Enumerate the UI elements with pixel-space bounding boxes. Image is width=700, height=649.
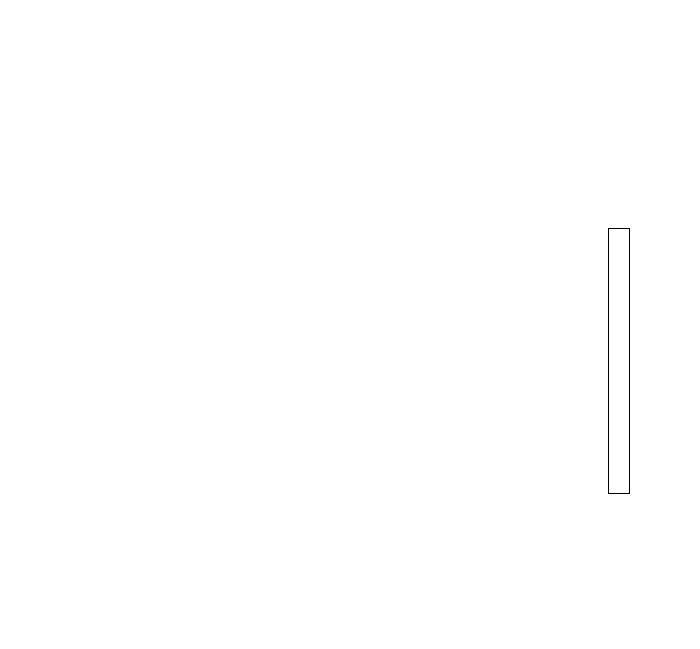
colorbar bbox=[608, 228, 630, 494]
